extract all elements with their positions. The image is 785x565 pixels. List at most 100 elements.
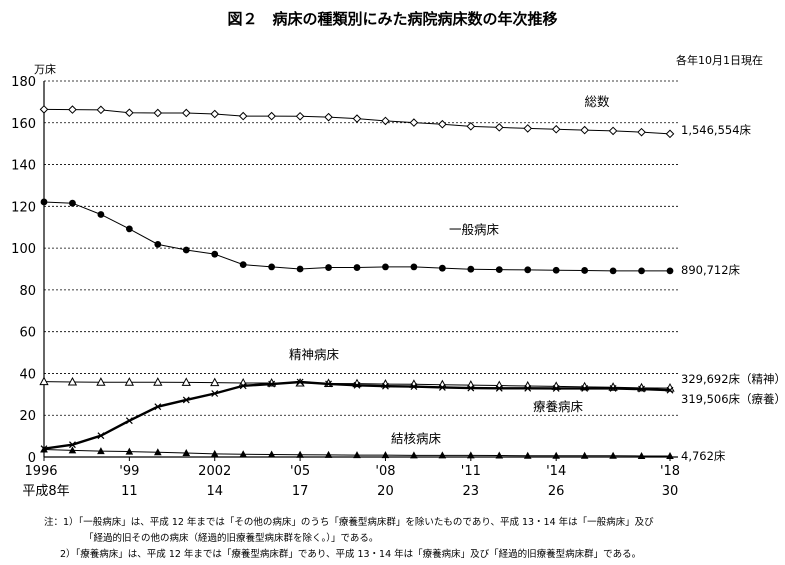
series-end-label: 319,506床（療養） [681, 392, 785, 406]
point-marker [665, 129, 675, 139]
point-marker [210, 449, 219, 457]
point-marker [494, 123, 504, 132]
y-tick-label: 20 [19, 409, 36, 424]
point-marker [267, 450, 276, 458]
point-marker [438, 264, 446, 272]
point-marker [353, 264, 361, 271]
x-tick-sublabel: 23 [463, 484, 480, 499]
point-marker [580, 451, 589, 459]
point-marker [467, 384, 475, 392]
point-marker [268, 380, 276, 388]
series-end-label: 4,762床 [681, 449, 726, 463]
point-marker [552, 266, 560, 274]
point-marker [125, 225, 133, 233]
x-tick-sublabel: 17 [292, 484, 309, 499]
x-tick-sublabel: 11 [121, 484, 138, 499]
x-tick-label: 1996 [24, 464, 57, 479]
x-tick-label: '11 [461, 464, 481, 479]
point-marker [495, 266, 503, 274]
footnote-1: 注：1）「一般病床」は、平成 12 年までは「その他の病床」のうち「療養型病床群… [44, 517, 654, 528]
point-marker [181, 108, 191, 118]
point-marker [97, 432, 105, 440]
series-name-label: 総数 [584, 94, 610, 109]
x-tick-label: '08 [375, 464, 395, 479]
y-tick-label: 100 [11, 242, 36, 257]
point-marker [438, 384, 446, 391]
x-tick-label: 2002 [198, 464, 231, 479]
x-tick-label: '05 [290, 464, 310, 479]
point-marker [467, 265, 475, 273]
y-tick-label: 120 [11, 200, 36, 215]
point-marker [182, 449, 191, 457]
point-marker [211, 250, 219, 258]
point-marker [609, 385, 617, 392]
point-marker [239, 382, 247, 390]
point-marker [239, 450, 247, 458]
point-marker [210, 377, 220, 387]
x-tick-label: '18 [660, 464, 680, 479]
point-marker [495, 451, 504, 459]
point-marker [381, 116, 390, 126]
point-marker [637, 127, 646, 137]
x-tick-label: '99 [119, 464, 139, 479]
point-marker [124, 377, 135, 386]
point-marker [524, 384, 532, 392]
point-marker [352, 114, 362, 123]
point-marker [154, 403, 162, 411]
point-marker [296, 378, 304, 386]
point-marker [382, 382, 389, 390]
point-marker [154, 240, 162, 248]
point-marker [69, 199, 76, 207]
series-name-label: 精神病床 [289, 347, 340, 362]
point-marker [296, 265, 304, 273]
point-marker [666, 267, 674, 275]
point-marker [96, 377, 106, 386]
point-marker [40, 445, 48, 453]
x-tick-label: '14 [546, 464, 566, 479]
point-marker [182, 246, 190, 254]
point-marker [638, 267, 645, 275]
point-marker [382, 263, 389, 271]
footnote-1-cont: 「経過的旧その他の病床（経過的旧療養型病床群を除く。）」である。 [84, 533, 379, 544]
x-tick-sublabel: 平成8年 [22, 484, 69, 499]
point-marker [552, 451, 560, 459]
point-marker [211, 390, 219, 397]
y-tick-label: 140 [11, 159, 36, 174]
point-marker [524, 266, 532, 274]
point-marker [295, 111, 305, 121]
point-marker [181, 377, 191, 386]
point-marker [523, 451, 532, 459]
point-marker [324, 112, 333, 122]
point-marker [40, 198, 48, 206]
point-marker [581, 385, 589, 392]
point-marker [153, 377, 163, 386]
point-marker [125, 417, 133, 425]
point-marker [495, 384, 503, 392]
point-marker [154, 448, 162, 456]
point-marker [182, 396, 190, 404]
series-name-label: 療養病床 [533, 399, 584, 414]
point-marker [97, 447, 105, 455]
x-tick-sublabel: 14 [206, 484, 223, 499]
x-tick-sublabel: 26 [548, 484, 565, 499]
point-marker [580, 125, 589, 135]
x-tick-sublabel: 30 [662, 484, 679, 499]
series-end-label: 329,692床（精神） [681, 372, 785, 386]
point-marker [325, 264, 332, 271]
point-marker [324, 450, 333, 458]
point-marker [325, 380, 332, 388]
y-axis-title: 万床 [34, 63, 56, 76]
y-tick-label: 160 [11, 117, 36, 132]
point-marker [410, 451, 418, 459]
point-marker [210, 109, 220, 119]
y-tick-label: 60 [19, 326, 36, 341]
series-end-label: 1,546,554床 [681, 123, 752, 137]
as-of-note: 各年10月1日現在 [676, 54, 763, 67]
point-marker [467, 451, 475, 459]
series-end-label: 890,712床 [681, 263, 741, 277]
point-marker [267, 111, 276, 121]
point-marker [666, 386, 674, 394]
point-marker [409, 118, 419, 127]
point-marker [68, 446, 77, 454]
